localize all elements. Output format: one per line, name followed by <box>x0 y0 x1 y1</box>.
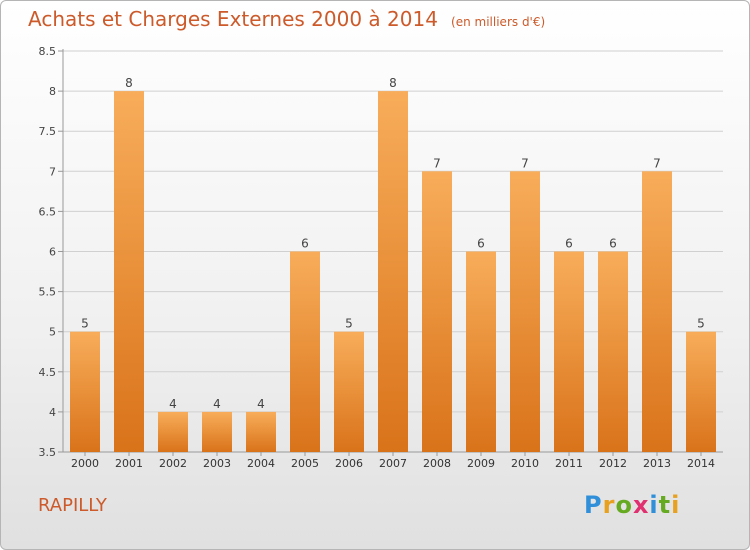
bar <box>246 411 276 452</box>
bar <box>334 331 364 452</box>
value-label: 6 <box>301 237 309 251</box>
value-label: 4 <box>257 397 265 411</box>
bar <box>466 251 496 452</box>
x-tick-label: 2012 <box>599 457 627 470</box>
bar <box>510 171 540 453</box>
y-tick-label: 3.5 <box>39 446 57 459</box>
y-tick-label: 8 <box>49 85 56 98</box>
bar <box>642 171 672 453</box>
x-tick-label: 2001 <box>115 457 143 470</box>
chart-unit: (en milliers d'€) <box>451 15 546 29</box>
bar <box>378 91 408 452</box>
title-row: Achats et Charges Externes 2000 à 2014 (… <box>28 7 545 31</box>
value-label: 5 <box>697 317 705 331</box>
bar <box>114 91 144 452</box>
value-label: 4 <box>169 397 177 411</box>
y-tick-label: 4 <box>49 406 56 419</box>
x-tick-label: 2011 <box>555 457 583 470</box>
x-tick-label: 2006 <box>335 457 363 470</box>
logo-letter: r <box>602 491 616 519</box>
logo-letter: i <box>671 491 681 519</box>
x-tick-label: 2008 <box>423 457 451 470</box>
value-label: 6 <box>477 237 485 251</box>
y-tick-label: 6 <box>49 246 56 259</box>
bar <box>70 331 100 452</box>
proxiti-logo[interactable]: Proxiti <box>584 491 680 519</box>
value-label: 4 <box>213 397 221 411</box>
bar <box>554 251 584 452</box>
value-label: 8 <box>125 76 133 90</box>
x-tick-label: 2000 <box>71 457 99 470</box>
y-tick-label: 6.5 <box>39 205 57 218</box>
x-tick-label: 2005 <box>291 457 319 470</box>
bar <box>422 171 452 453</box>
value-label: 6 <box>565 237 573 251</box>
value-label: 7 <box>653 156 661 170</box>
value-label: 8 <box>389 76 397 90</box>
bar <box>686 331 716 452</box>
x-tick-label: 2003 <box>203 457 231 470</box>
value-label: 6 <box>609 237 617 251</box>
bar <box>598 251 628 452</box>
logo-letter: i <box>649 491 659 519</box>
logo-letter: P <box>584 491 603 519</box>
bar <box>158 411 188 452</box>
y-tick-label: 8.5 <box>39 45 57 58</box>
y-tick-label: 7.5 <box>39 125 57 138</box>
x-tick-label: 2014 <box>687 457 715 470</box>
logo-letter: x <box>632 491 650 519</box>
value-label: 7 <box>433 156 441 170</box>
value-label: 7 <box>521 156 529 170</box>
y-tick-label: 7 <box>49 165 56 178</box>
bar <box>202 411 232 452</box>
logo-letter: t <box>658 491 672 519</box>
y-tick-label: 5.5 <box>39 286 57 299</box>
chart-title: Achats et Charges Externes 2000 à 2014 <box>28 7 438 31</box>
town-name: RAPILLY <box>38 495 107 516</box>
x-tick-label: 2013 <box>643 457 671 470</box>
x-tick-label: 2002 <box>159 457 187 470</box>
x-tick-label: 2004 <box>247 457 275 470</box>
bars <box>70 91 716 453</box>
x-tick-label: 2009 <box>467 457 495 470</box>
bar <box>290 251 320 452</box>
value-labels: 5 8 4 4 4 6 5 8 7 6 7 6 6 7 5 <box>81 76 705 411</box>
y-tick-labels: 3.5 4 4.5 5 5.5 6 6.5 7 7.5 8 8.5 <box>39 45 57 459</box>
x-tick-labels: 2000 2001 2002 2003 2004 2005 2006 2007 2008 2009… <box>71 457 715 470</box>
value-label: 5 <box>345 317 353 331</box>
y-tick-label: 5 <box>49 326 56 339</box>
logo-letter: o <box>615 491 633 519</box>
x-tick-label: 2007 <box>379 457 407 470</box>
y-tick-label: 4.5 <box>39 366 57 379</box>
value-label: 5 <box>81 317 89 331</box>
x-tick-label: 2010 <box>511 457 539 470</box>
